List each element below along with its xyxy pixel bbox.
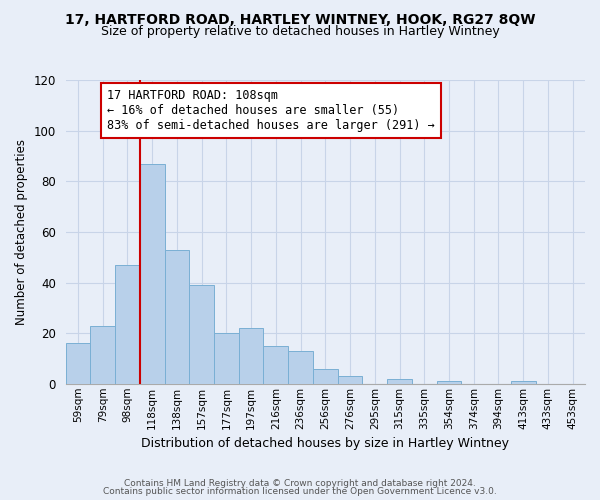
Bar [65,344,91,384]
X-axis label: Distribution of detached houses by size in Hartley Wintney: Distribution of detached houses by size … [142,437,509,450]
Bar [288,351,313,384]
Bar [338,376,362,384]
Bar [239,328,263,384]
Text: Size of property relative to detached houses in Hartley Wintney: Size of property relative to detached ho… [101,25,499,38]
Bar [140,164,164,384]
Bar [313,368,338,384]
Text: 17, HARTFORD ROAD, HARTLEY WINTNEY, HOOK, RG27 8QW: 17, HARTFORD ROAD, HARTLEY WINTNEY, HOOK… [65,12,535,26]
Bar [387,378,412,384]
Bar [164,250,190,384]
Bar [511,381,536,384]
Text: Contains public sector information licensed under the Open Government Licence v3: Contains public sector information licen… [103,487,497,496]
Bar [214,333,239,384]
Bar [437,381,461,384]
Bar [263,346,288,384]
Bar [115,265,140,384]
Bar [91,326,115,384]
Bar [190,285,214,384]
Y-axis label: Number of detached properties: Number of detached properties [15,139,28,325]
Text: 17 HARTFORD ROAD: 108sqm
← 16% of detached houses are smaller (55)
83% of semi-d: 17 HARTFORD ROAD: 108sqm ← 16% of detach… [107,89,435,132]
Text: Contains HM Land Registry data © Crown copyright and database right 2024.: Contains HM Land Registry data © Crown c… [124,478,476,488]
